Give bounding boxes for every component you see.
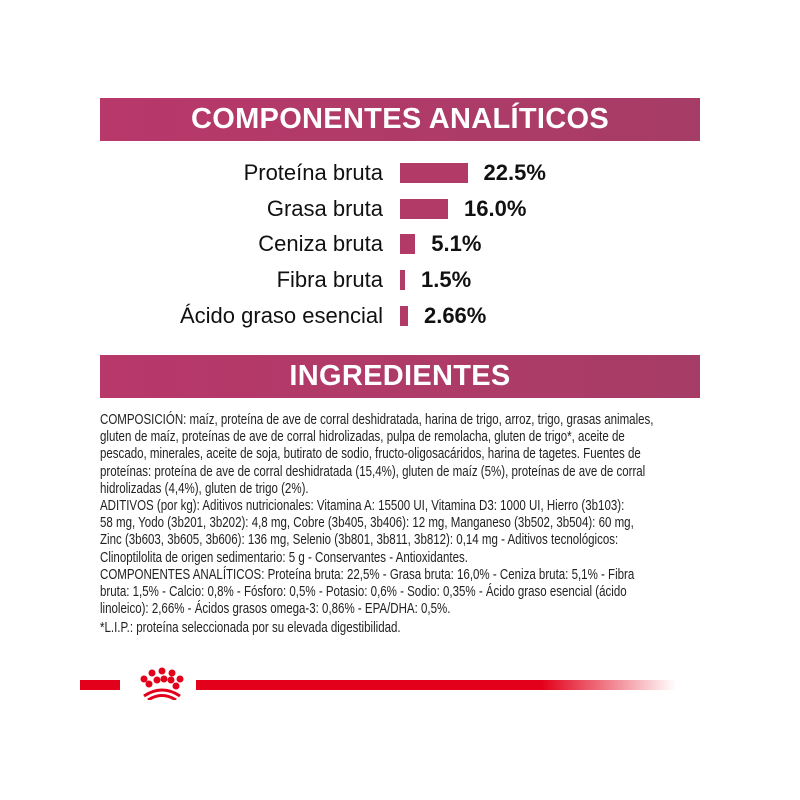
ingredients-line: gluten de maíz, proteínas de ave de corr… bbox=[100, 429, 625, 446]
ingredients-line: COMPOSICIÓN: maíz, proteína de ave de co… bbox=[100, 412, 654, 428]
analytic-row: Ácido graso esencial 2.66% bbox=[0, 301, 800, 331]
ingredients-line: bruta: 1,5% - Calcio: 0,8% - Fósforo: 0,… bbox=[100, 584, 627, 601]
ingredients-line: pescado, minerales, aceite de soja, buti… bbox=[100, 446, 641, 463]
component-value: 16.0% bbox=[464, 196, 527, 221]
component-value: 22.5% bbox=[483, 160, 546, 185]
component-label: Fibra bruta bbox=[276, 267, 383, 292]
analytic-row: Proteína bruta 22.5% bbox=[0, 158, 800, 188]
ingredients-header: INGREDIENTES bbox=[100, 355, 700, 398]
ingredients-line: Zinc (3b603, 3b605, 3b606): 136 mg, Sele… bbox=[100, 532, 619, 549]
ingredients-line: Clinoptilolita de origen sedimentario: 5… bbox=[100, 549, 468, 566]
component-bar bbox=[400, 270, 405, 290]
ingredients-line: COMPONENTES ANALÍTICOS: Proteína bruta: … bbox=[100, 566, 635, 583]
footnote: *L.I.P.: proteína seleccionada por su el… bbox=[100, 620, 401, 636]
component-label: Grasa bruta bbox=[266, 196, 383, 221]
component-bar bbox=[400, 163, 468, 183]
analytic-row: Grasa bruta 16.0% bbox=[0, 194, 800, 224]
component-bar bbox=[400, 199, 448, 219]
analytic-header: COMPONENTES ANALÍTICOS bbox=[100, 98, 700, 141]
ingredients-text: COMPOSICIÓN: maíz, proteína de ave de co… bbox=[100, 412, 654, 618]
component-bar bbox=[400, 306, 408, 326]
ingredients-line: hidrolizadas (4,4%), gluten de trigo (2%… bbox=[100, 480, 309, 497]
analytic-row: Fibra bruta 1.5% bbox=[0, 265, 800, 295]
analytic-row: Ceniza bruta 5.1% bbox=[0, 229, 800, 259]
crown-icon bbox=[140, 667, 184, 700]
component-label: Ácido graso esencial bbox=[179, 303, 383, 328]
ingredients-line: proteínas: proteína de ave de corral des… bbox=[100, 463, 646, 480]
brand-line bbox=[80, 667, 676, 700]
component-label: Proteína bruta bbox=[243, 160, 383, 185]
component-bar bbox=[400, 234, 416, 254]
component-value: 1.5% bbox=[421, 267, 472, 292]
ingredients-line: 58 mg, Yodo (3b201, 3b202): 4,8 mg, Cobr… bbox=[100, 515, 634, 532]
component-label: Ceniza bruta bbox=[258, 231, 383, 256]
ingredients-line: linoleico): 2,66% - Ácidos grasos omega-… bbox=[100, 601, 451, 618]
component-value: 5.1% bbox=[431, 231, 482, 256]
component-value: 2.66% bbox=[423, 303, 487, 328]
ingredients-line: ADITIVOS (por kg): Aditivos nutricionale… bbox=[100, 498, 625, 515]
